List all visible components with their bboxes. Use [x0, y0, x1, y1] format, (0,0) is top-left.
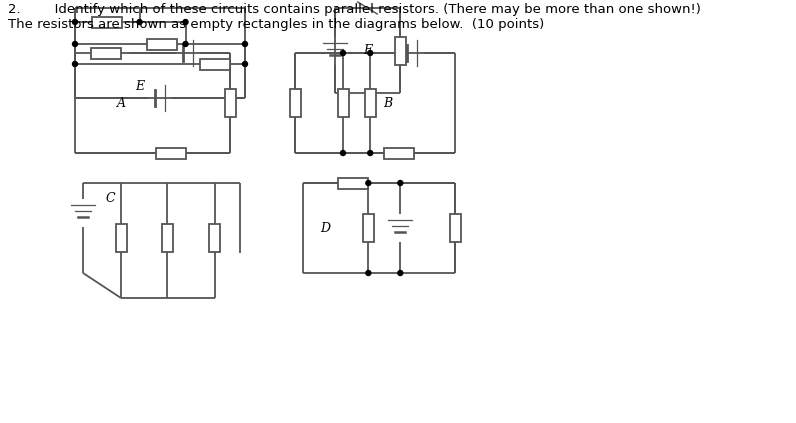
Circle shape	[341, 151, 345, 156]
Text: E: E	[135, 80, 144, 93]
Bar	[162, 224, 173, 252]
Bar	[338, 89, 349, 117]
Bar	[450, 214, 461, 242]
Circle shape	[366, 270, 371, 275]
Text: F: F	[363, 44, 372, 57]
Text: 2.        Identify which of these circuits contains parallel resistors. (There m: 2. Identify which of these circuits cont…	[8, 3, 700, 16]
Text: A: A	[117, 96, 126, 110]
Bar	[395, 37, 405, 65]
Bar	[91, 47, 121, 58]
Circle shape	[183, 41, 188, 47]
Bar	[92, 16, 122, 27]
Circle shape	[398, 181, 403, 186]
Circle shape	[243, 61, 248, 66]
Text: B: B	[383, 96, 392, 110]
Circle shape	[368, 151, 373, 156]
Bar	[384, 148, 414, 159]
Circle shape	[72, 19, 77, 25]
Circle shape	[72, 41, 77, 47]
Circle shape	[243, 41, 248, 47]
Bar	[156, 148, 186, 159]
Bar	[338, 178, 369, 189]
Bar	[365, 89, 376, 117]
Circle shape	[183, 19, 188, 25]
Bar	[200, 58, 229, 69]
Bar	[363, 214, 374, 242]
Circle shape	[368, 50, 373, 55]
Circle shape	[341, 50, 345, 55]
Text: The resistors are shown as empty rectangles in the diagrams below.  (10 points): The resistors are shown as empty rectang…	[8, 18, 544, 31]
Text: D: D	[320, 222, 330, 234]
Bar	[209, 224, 220, 252]
Bar	[290, 89, 301, 117]
Bar	[224, 89, 236, 117]
Text: C: C	[105, 192, 115, 204]
Bar	[115, 224, 127, 252]
Bar	[146, 38, 177, 49]
Circle shape	[72, 61, 77, 66]
Circle shape	[366, 181, 371, 186]
Circle shape	[398, 270, 403, 275]
Circle shape	[137, 19, 142, 25]
